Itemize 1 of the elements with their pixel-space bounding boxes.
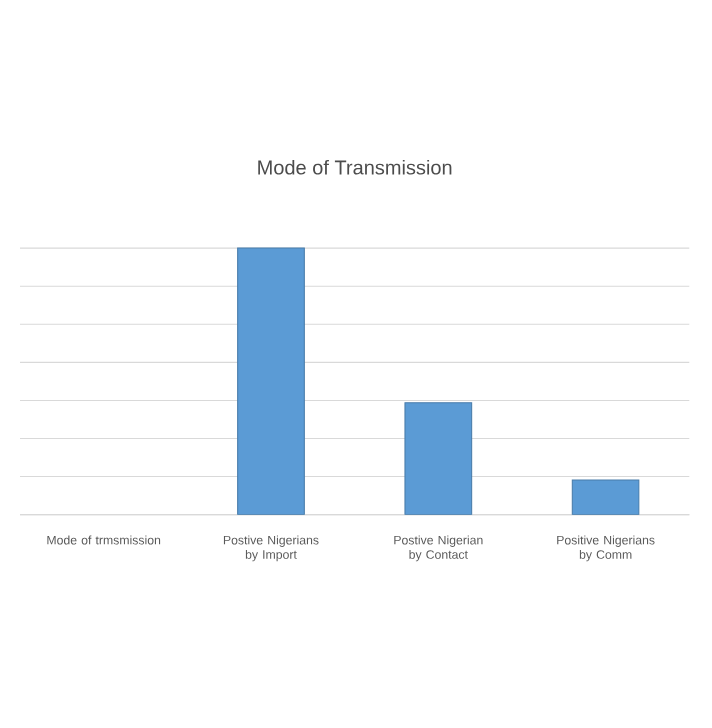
- chart-title: Mode of Transmission: [258, 159, 452, 175]
